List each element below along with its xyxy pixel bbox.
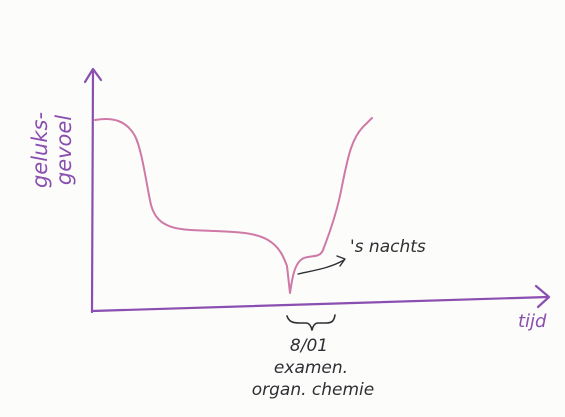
night-annotation: 's nachts — [350, 237, 426, 257]
x-axis-label: tijd — [518, 311, 547, 332]
y-axis-arrowhead — [83, 67, 103, 84]
x-axis — [90, 295, 550, 313]
x-axis-arrowhead — [534, 284, 551, 309]
night-pointer-arrow — [297, 259, 345, 275]
exam-label: examen. — [274, 358, 348, 378]
y-axis — [90, 68, 95, 314]
happiness-curve — [94, 117, 373, 294]
exam-brace — [286, 314, 336, 331]
y-axis-label-line: gevoel — [52, 115, 76, 185]
exam-subject-label: organ. chemie — [252, 380, 375, 400]
exam-date-label: 8/01 — [290, 336, 328, 356]
y-axis-label-line: geluks- — [28, 112, 52, 188]
night-pointer-arrowhead — [336, 255, 346, 267]
y-axis-label: geluks-gevoel — [28, 112, 76, 188]
